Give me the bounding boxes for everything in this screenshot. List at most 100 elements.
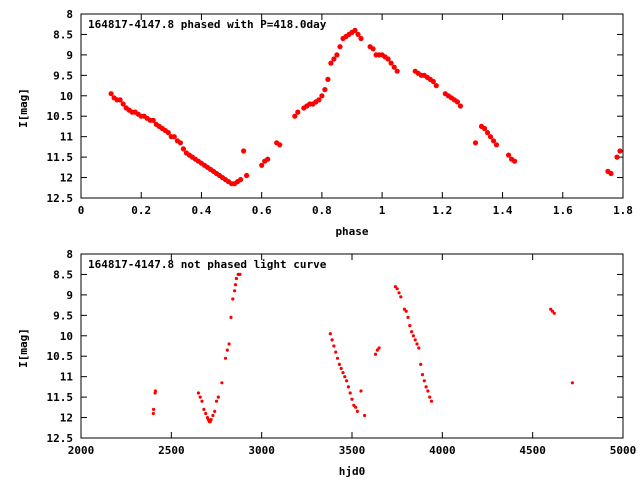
unphased-y-tick-label: 10.5	[47, 350, 74, 363]
unphased-y-tick-label: 9.5	[53, 309, 73, 322]
phased-x-tick-label: 0.6	[252, 204, 272, 217]
unphased-data-point	[223, 356, 228, 360]
unphased-data-point	[198, 395, 202, 399]
phased-data-point	[490, 138, 497, 144]
unphased-data-point	[341, 371, 345, 375]
unphased-y-tick-label: 10	[60, 330, 73, 343]
unphased-data-point	[393, 285, 397, 289]
unphased-data-point	[231, 297, 235, 301]
phased-x-tick-label: 0.8	[312, 204, 332, 217]
phased-plot-frame	[80, 13, 624, 199]
unphased-data-point	[200, 399, 204, 403]
unphased-data-point	[550, 309, 555, 313]
phased-data-point	[108, 91, 114, 97]
unphased-y-tick-label: 11	[60, 371, 74, 384]
unphased-x-tick-label: 5000	[610, 444, 637, 457]
unphased-data-point	[225, 348, 229, 352]
phased-data-point	[430, 78, 436, 85]
unphased-data-point	[234, 276, 238, 281]
unphased-x-tick-label: 3500	[339, 444, 366, 457]
unphased-data-point	[422, 379, 426, 383]
phased-data-point	[177, 140, 183, 146]
unphased-data-point	[151, 411, 155, 416]
unphased-x-tick-label: 4500	[519, 444, 546, 457]
unphased-data-point	[552, 311, 556, 315]
unphased-data-point	[216, 395, 220, 399]
phased-data-point	[244, 172, 250, 179]
unphased-y-axis-label: I[mag]	[17, 328, 30, 368]
unphased-data-point	[334, 350, 338, 354]
phased-y-tick-label: 12.5	[47, 192, 74, 205]
phased-data-point	[265, 156, 271, 162]
unphased-data-point	[233, 289, 237, 293]
unphased-plot-title: 164817-4147.8 not phased light curve	[88, 258, 327, 271]
unphased-data-points	[151, 272, 575, 424]
unphased-data-point	[406, 315, 410, 319]
unphased-data-point	[404, 309, 408, 313]
unphased-data-point	[328, 332, 332, 336]
unphased-data-point	[220, 381, 224, 385]
unphased-y-tick-label: 12	[60, 412, 73, 425]
phased-y-tick-label: 10.5	[47, 110, 74, 123]
unphased-data-point	[373, 352, 378, 356]
phased-data-point	[388, 60, 394, 66]
unphased-data-point	[350, 397, 354, 401]
unphased-data-point	[335, 356, 340, 360]
phased-y-tick-label: 8.5	[53, 28, 73, 41]
unphased-data-point	[229, 315, 233, 319]
unphased-y-tick-label: 9	[66, 289, 73, 302]
phased-y-tick-label: 9.5	[53, 69, 73, 82]
phased-y-tick-label: 11	[60, 131, 74, 144]
unphased-x-tick-label: 3000	[248, 444, 275, 457]
unphased-data-point	[343, 375, 347, 379]
phased-data-point	[352, 27, 358, 33]
phased-y-tick-label: 9	[66, 49, 73, 62]
phased-data-point	[325, 76, 331, 82]
phased-x-tick-label: 1	[379, 204, 386, 217]
phased-x-tick-label: 1.4	[493, 204, 513, 217]
unphased-data-point	[415, 342, 419, 346]
unphased-x-axis-label: hjd0	[339, 465, 366, 478]
phased-data-point	[454, 99, 460, 105]
unphased-y-tick-label: 11.5	[47, 391, 74, 404]
unphased-data-point	[209, 418, 213, 422]
phased-data-point	[391, 64, 397, 70]
unphased-data-point	[399, 295, 403, 299]
phased-data-point	[358, 35, 364, 42]
unphased-data-point	[428, 395, 432, 399]
phased-data-point	[117, 97, 123, 103]
phased-data-point	[238, 177, 244, 183]
unphased-axis-ticks: 2000 2500 3000 3500 4000 4500 5000 8 8.5 9 9.5 10 10…	[47, 248, 637, 457]
unphased-data-point	[377, 346, 381, 350]
unphased-data-point	[227, 342, 231, 346]
unphased-data-point	[153, 389, 157, 393]
unphased-data-point	[429, 399, 434, 403]
unphased-data-point	[375, 348, 379, 352]
unphased-data-point	[348, 391, 352, 395]
phased-data-point	[165, 130, 171, 136]
phased-data-points	[108, 27, 623, 187]
phased-data-point	[322, 87, 328, 93]
phased-y-axis-label: I[mag]	[17, 88, 30, 128]
phased-axis-ticks: 0 0.2 0.4 0.6 0.8 1 1.2 1.4 1.6 1.8 8 8.5 9 9.5 10 10.5…	[47, 8, 633, 217]
unphased-data-point	[354, 405, 358, 409]
phased-data-point	[241, 148, 247, 154]
unphased-light-curve-panel: 164817-4147.8 not phased light curve hjd…	[17, 248, 636, 478]
unphased-data-point	[413, 338, 417, 342]
unphased-data-point	[355, 409, 359, 413]
unphased-y-tick-label: 12.5	[47, 432, 74, 445]
unphased-data-point	[397, 291, 401, 295]
unphased-data-point	[214, 399, 219, 403]
unphased-data-point	[395, 287, 399, 291]
unphased-data-point	[152, 407, 156, 411]
unphased-data-point	[408, 324, 412, 328]
phased-data-point	[370, 46, 376, 52]
phased-data-point	[493, 142, 500, 148]
phased-data-point	[337, 44, 343, 50]
phased-y-tick-label: 10	[60, 90, 73, 103]
unphased-data-point	[238, 272, 242, 276]
phased-data-point	[150, 117, 156, 123]
phased-x-tick-label: 0.2	[131, 204, 151, 217]
